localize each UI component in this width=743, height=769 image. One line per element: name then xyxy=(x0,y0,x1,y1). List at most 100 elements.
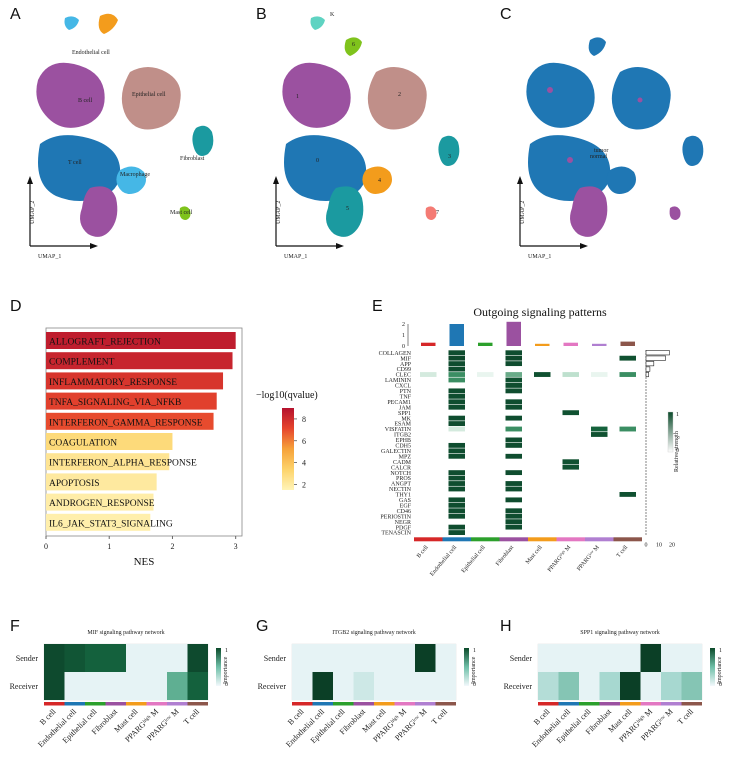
umap-arrow-y-b xyxy=(273,176,279,184)
cluster-tcell xyxy=(38,135,121,201)
bar xyxy=(46,473,157,491)
heatmap-cell xyxy=(448,350,465,356)
heatmap-cell xyxy=(353,672,374,700)
row-label: ITGB2 xyxy=(394,433,411,439)
umap-label-a-4: Macrophage xyxy=(120,172,150,178)
heatmap-cell xyxy=(312,672,333,700)
legend-tick-label: 1 xyxy=(676,412,679,418)
heatmap-cell xyxy=(619,355,636,361)
column-color-strip xyxy=(292,702,313,706)
legend-tick-label: 2 xyxy=(302,481,306,490)
row-label: MPZ xyxy=(399,454,412,460)
umap-plot-a: Endothelial cell B cell Epithelial cell … xyxy=(27,13,214,260)
heatmap-cell xyxy=(448,470,465,476)
bar-label: INTERFERON_ALPHA_RESPONSE xyxy=(49,459,197,469)
column-color-strip xyxy=(105,702,126,706)
outgoing-signaling-heatmap: Outgoing signaling patterns210COLLAGENMI… xyxy=(379,305,680,578)
tumor-dot xyxy=(547,87,553,93)
heatmap-cell xyxy=(146,644,167,672)
heatmap-cell xyxy=(505,453,522,459)
cluster-7 xyxy=(425,206,437,220)
column-color-strip xyxy=(681,702,702,706)
heatmap-cell xyxy=(505,437,522,443)
heatmap-cell xyxy=(448,372,465,377)
tumor-dot xyxy=(567,157,573,163)
top-bar xyxy=(449,324,464,346)
cluster-bcell xyxy=(36,62,105,128)
row-label: NOTCH xyxy=(390,471,411,477)
right-axis-tick: 20 xyxy=(669,542,675,548)
top-bar xyxy=(478,342,493,346)
cluster-0 xyxy=(284,135,367,201)
row-label: APP xyxy=(400,362,412,368)
heatmap-cell xyxy=(591,432,608,437)
column-color-strip xyxy=(415,702,436,706)
legend-title: Importance xyxy=(717,656,723,684)
heatmap-cell xyxy=(448,426,465,432)
legend-title: Relative strength xyxy=(674,431,680,472)
heatmap-cell xyxy=(505,350,522,356)
row-label: Receiver xyxy=(504,682,533,691)
row-label: PTN xyxy=(400,389,412,395)
column-color-strip xyxy=(394,702,415,706)
column-label: Fibroblast xyxy=(495,544,515,567)
mif-pathway-heatmap: MIF signaling pathway network Sender Recei… xyxy=(10,630,229,749)
heatmap-cell xyxy=(505,388,522,394)
legend-colorbar xyxy=(464,648,469,686)
heatmap-cell xyxy=(187,644,208,672)
bar-label: IL6_JAK_STAT3_SIGNALING xyxy=(49,519,173,529)
umap-label-b-4: 0 xyxy=(316,158,319,164)
umap-label-b-2: 1 xyxy=(296,94,299,100)
column-label: PPARGˡᵒʷ M xyxy=(576,544,601,572)
umap-label-b-3: 2 xyxy=(398,92,401,98)
column-color-strip xyxy=(640,702,661,706)
row-label: GAS xyxy=(399,498,411,504)
legend-tick-label: 6 xyxy=(302,437,306,446)
top-bar xyxy=(535,343,550,346)
heatmap-cell xyxy=(448,481,465,486)
heatmap-cell xyxy=(562,372,579,377)
row-label: THY1 xyxy=(396,493,411,499)
cluster-fibroblast xyxy=(192,125,214,156)
column-label: T cell xyxy=(616,544,630,559)
right-axis-tick: 10 xyxy=(656,542,662,548)
heatmap-cell xyxy=(579,644,600,672)
heatmap-cell xyxy=(448,442,465,448)
panel-letter-h: H xyxy=(500,618,512,635)
bar xyxy=(46,412,214,430)
heatmap-cell xyxy=(448,393,465,399)
top-axis-tick: 0 xyxy=(402,344,405,350)
heatmap-cell xyxy=(681,672,702,700)
heatmap-cell xyxy=(146,672,167,700)
umap-arrow-y-c xyxy=(517,176,523,184)
legend-tick-label: 1 xyxy=(473,648,476,654)
row-label: PROS xyxy=(396,476,411,482)
legend-tick-label: 1 xyxy=(225,648,228,654)
column-label: Mast cell xyxy=(525,544,544,565)
heatmap-cell xyxy=(374,644,395,672)
heatmap-cell xyxy=(640,672,661,700)
column-color-strip xyxy=(442,537,471,542)
row-label: Sender xyxy=(16,654,39,663)
column-color-strip xyxy=(146,702,167,706)
heatmap-cell xyxy=(538,672,559,700)
spp1-pathway-heatmap: SPP1 signaling pathway network Sender Rece… xyxy=(504,630,723,749)
row-label: CALCR xyxy=(391,465,411,471)
top-bar xyxy=(421,342,436,346)
heatmap-cell xyxy=(448,524,465,530)
right-bar xyxy=(645,355,666,361)
row-label: ESAM xyxy=(394,422,411,428)
cluster-4 xyxy=(438,135,460,166)
row-label: CDH5 xyxy=(395,444,411,450)
heatmap-cell xyxy=(505,470,522,476)
bar xyxy=(46,392,217,410)
column-color-strip xyxy=(44,702,65,706)
heatmap-cell xyxy=(126,672,147,700)
cluster-endothelial xyxy=(64,16,79,30)
heatmap-cell xyxy=(292,672,313,700)
heatmap-cell xyxy=(562,464,579,470)
panel-letter-a: A xyxy=(10,6,21,23)
heatmap-cell xyxy=(505,513,522,519)
heatmap-cell xyxy=(620,644,641,672)
legend-tick-label: 0 xyxy=(225,682,228,688)
